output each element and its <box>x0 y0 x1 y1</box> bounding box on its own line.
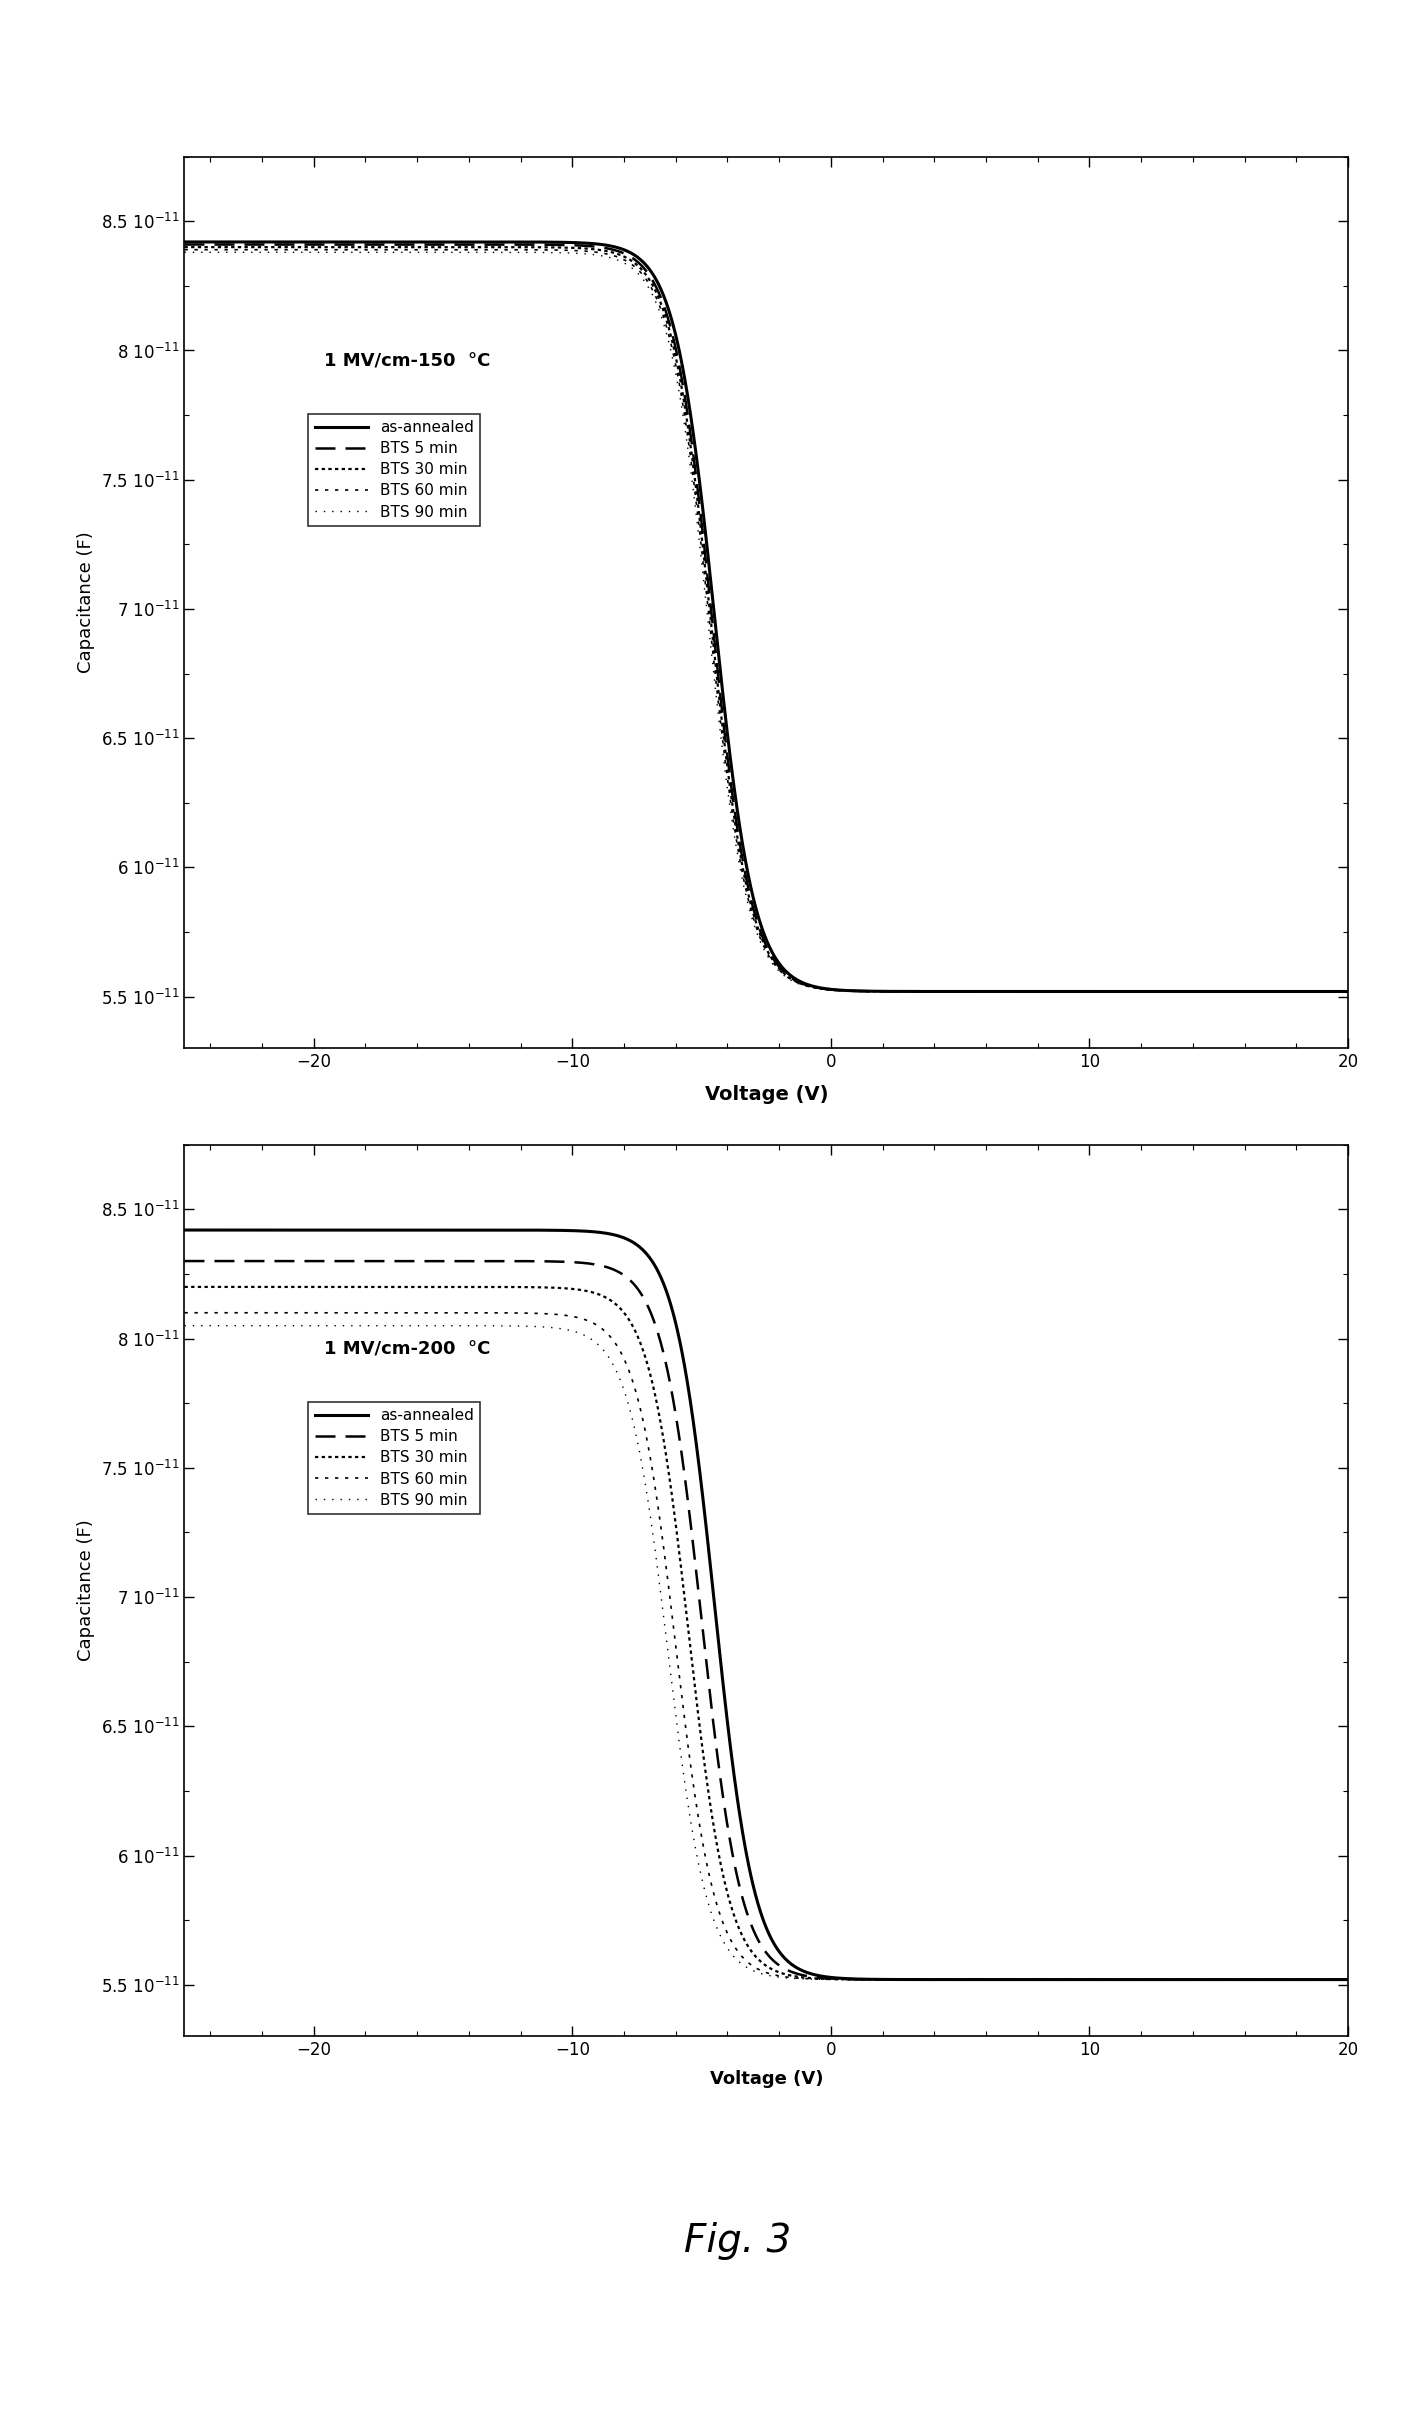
Text: Fig. 3: Fig. 3 <box>684 2222 792 2261</box>
Y-axis label: Capacitance (F): Capacitance (F) <box>78 1521 95 1660</box>
Text: 1 MV/cm-200  °C: 1 MV/cm-200 °C <box>324 1340 491 1359</box>
Y-axis label: Capacitance (F): Capacitance (F) <box>78 533 95 672</box>
Text: 1 MV/cm-150  °C: 1 MV/cm-150 °C <box>324 352 491 371</box>
X-axis label: Voltage (V): Voltage (V) <box>710 2070 823 2089</box>
Legend: as-annealed, BTS 5 min, BTS 30 min, BTS 60 min, BTS 90 min: as-annealed, BTS 5 min, BTS 30 min, BTS … <box>308 415 480 525</box>
Legend: as-annealed, BTS 5 min, BTS 30 min, BTS 60 min, BTS 90 min: as-annealed, BTS 5 min, BTS 30 min, BTS … <box>308 1403 480 1513</box>
X-axis label: Voltage (V): Voltage (V) <box>704 1084 829 1104</box>
